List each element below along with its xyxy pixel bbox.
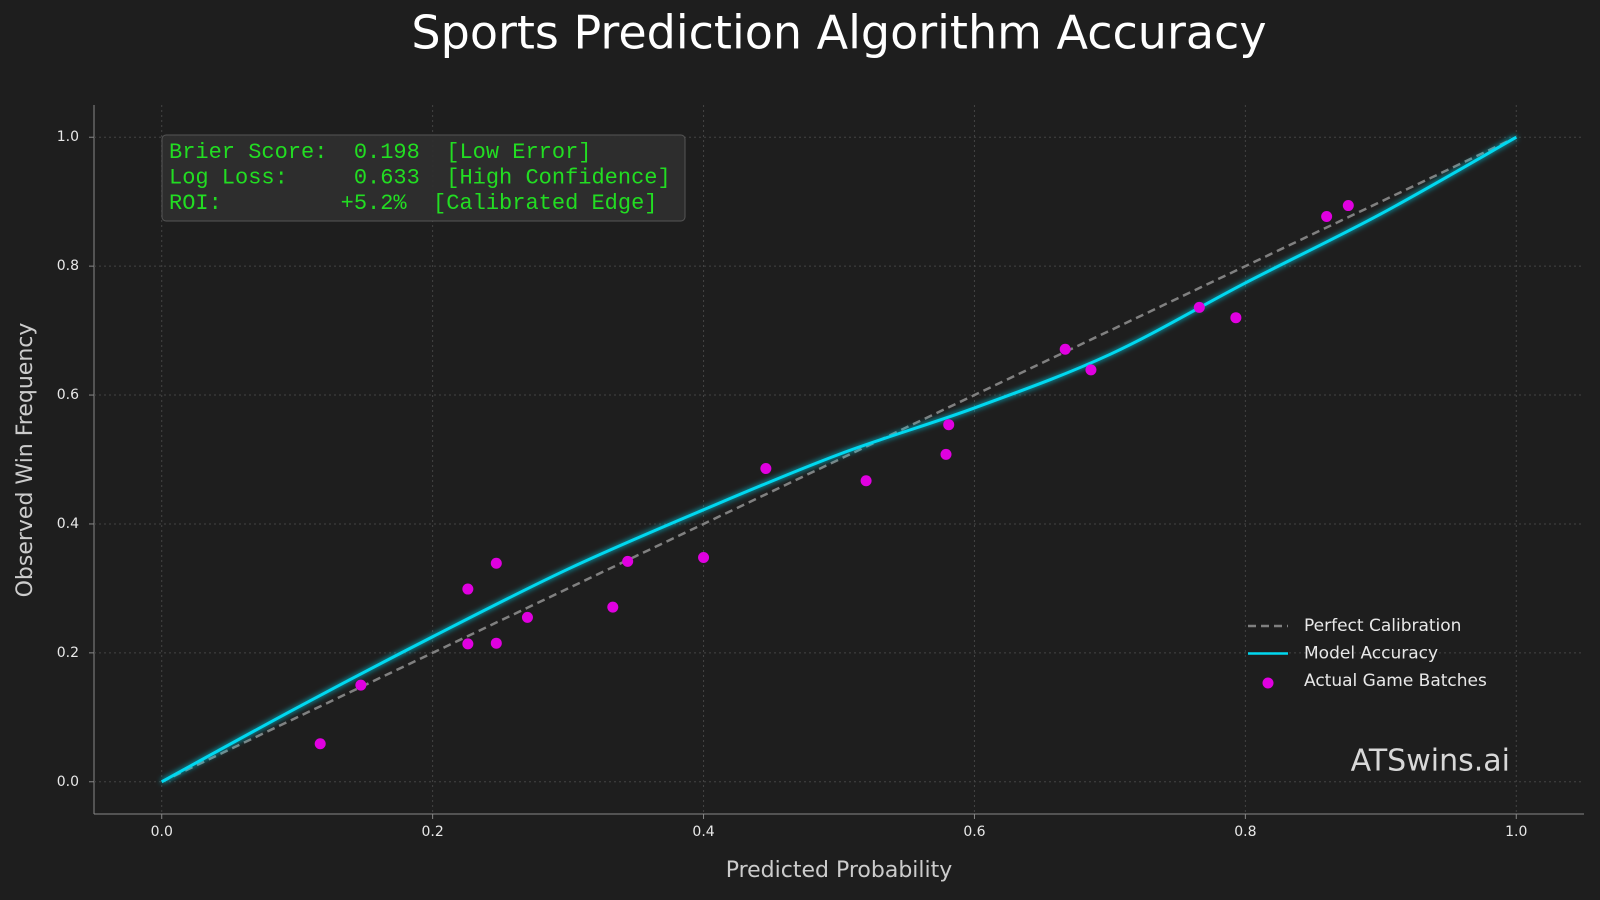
data-point bbox=[490, 637, 502, 649]
x-tick-label: 1.0 bbox=[1505, 824, 1527, 840]
data-point bbox=[760, 463, 772, 475]
legend-label: Perfect Calibration bbox=[1304, 616, 1461, 636]
y-tick-label: 0.4 bbox=[57, 516, 79, 532]
annotation-line: Log Loss: 0.633 [High Confidence] bbox=[169, 165, 671, 190]
watermark: ATSwins.ai bbox=[1351, 744, 1510, 779]
data-point bbox=[521, 611, 533, 623]
x-tick-label: 0.0 bbox=[151, 824, 173, 840]
x-tick-label: 0.6 bbox=[963, 824, 985, 840]
x-axis-label: Predicted Probability bbox=[726, 858, 953, 883]
chart-title: Sports Prediction Algorithm Accuracy bbox=[411, 6, 1266, 60]
data-point bbox=[462, 638, 474, 650]
data-point bbox=[940, 448, 952, 460]
y-tick-label: 0.2 bbox=[57, 645, 79, 661]
data-point bbox=[1193, 301, 1205, 313]
y-axis-label: Observed Win Frequency bbox=[13, 323, 38, 598]
data-point bbox=[698, 551, 710, 563]
data-point bbox=[1321, 211, 1333, 223]
data-point bbox=[943, 419, 955, 431]
annotation-box bbox=[161, 134, 686, 222]
x-tick-label: 0.2 bbox=[422, 824, 444, 840]
y-tick-label: 0.6 bbox=[57, 387, 79, 403]
y-tick-label: 0.0 bbox=[57, 774, 79, 790]
data-point bbox=[622, 555, 634, 567]
data-point bbox=[314, 738, 326, 750]
x-tick-label: 0.8 bbox=[1234, 824, 1256, 840]
data-point bbox=[462, 583, 474, 595]
x-tick-label: 0.4 bbox=[692, 824, 714, 840]
data-point bbox=[1085, 364, 1097, 376]
data-point bbox=[1342, 200, 1354, 212]
data-point bbox=[490, 557, 502, 569]
data-point bbox=[607, 601, 619, 613]
data-point bbox=[355, 679, 367, 691]
calibration-line bbox=[161, 136, 1517, 783]
annotation-line: ROI: +5.2% [Calibrated Edge] bbox=[169, 191, 657, 216]
data-point bbox=[1059, 343, 1071, 355]
annotation: Brier Score: 0.198 [Low Error]Log Loss: … bbox=[161, 134, 686, 222]
legend-marker bbox=[1262, 677, 1274, 689]
y-tick-label: 1.0 bbox=[57, 129, 79, 145]
legend-label: Model Accuracy bbox=[1304, 644, 1438, 664]
model-line bbox=[161, 135, 1518, 784]
data-point bbox=[1230, 312, 1242, 324]
data-point bbox=[860, 475, 872, 487]
annotation-line: Brier Score: 0.198 [Low Error] bbox=[169, 140, 591, 165]
legend-label: Actual Game Batches bbox=[1304, 671, 1487, 691]
y-tick-label: 0.8 bbox=[57, 258, 79, 274]
